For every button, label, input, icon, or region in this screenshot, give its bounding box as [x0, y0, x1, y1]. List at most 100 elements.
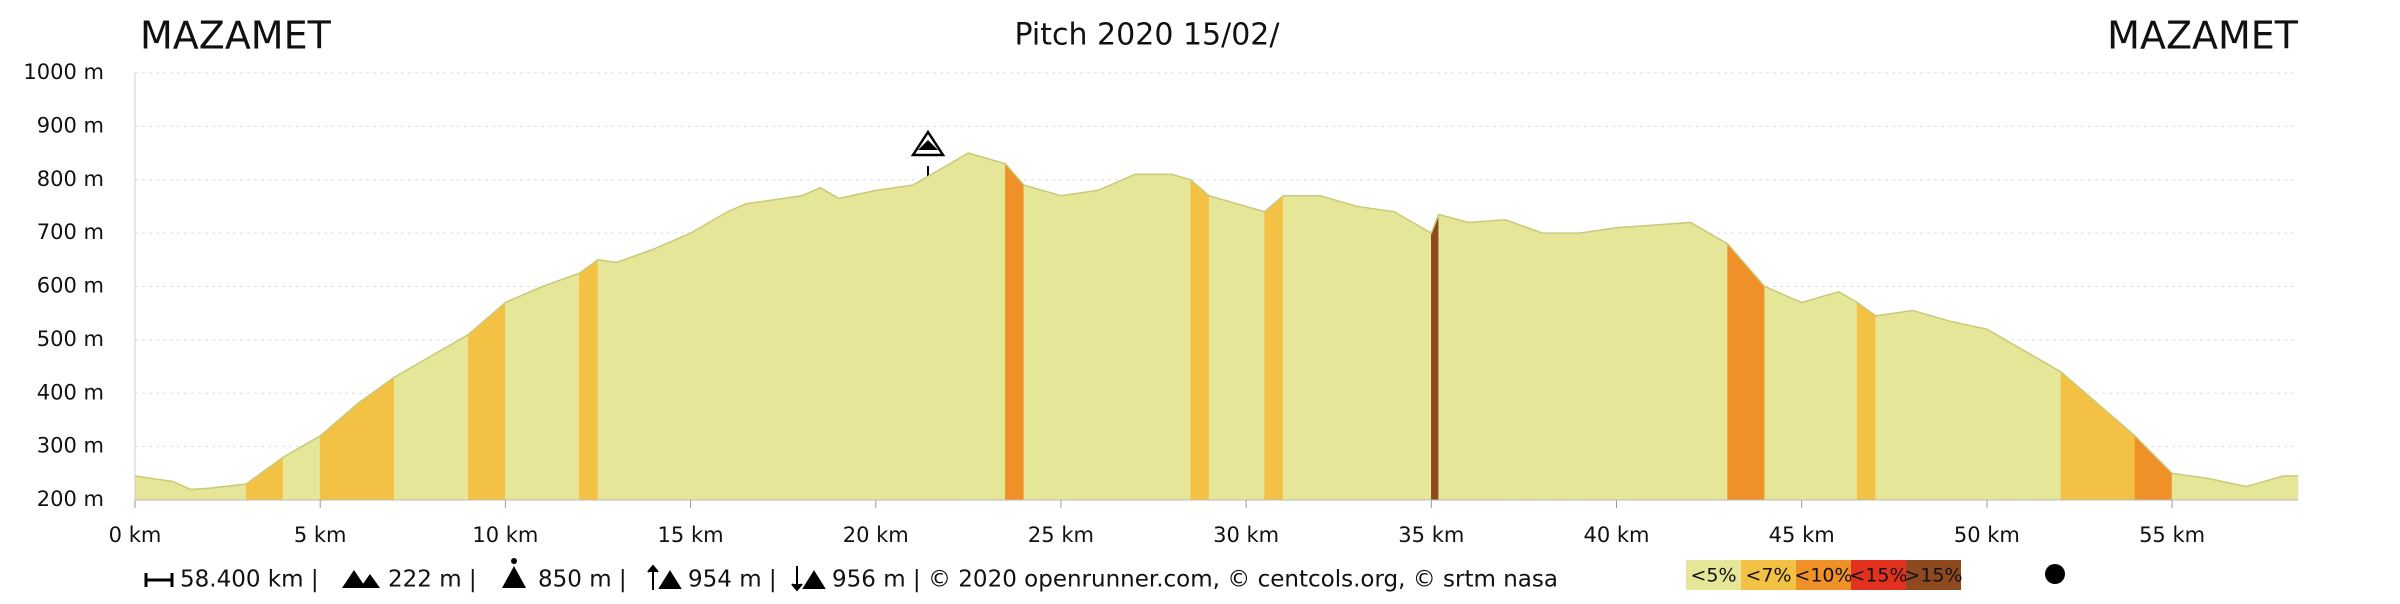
chart-title: Pitch 2020 15/02/: [1014, 18, 1280, 53]
slope-segment: [2208, 478, 2247, 501]
y-tick-label: 600 m: [37, 274, 104, 298]
slope-segment: [356, 376, 395, 501]
slope-segment: [1245, 206, 1265, 501]
slope-segment: [838, 190, 877, 501]
slope-segment: [1856, 301, 1877, 501]
slope-segment: [1505, 219, 1543, 501]
profile-line: [134, 152, 2298, 491]
slope-segment: [468, 301, 506, 501]
summary-distance: 58.400 km |: [180, 567, 319, 593]
y-tick-label: 200 m: [37, 487, 104, 511]
slope-segment: [134, 475, 173, 501]
slope-segment: [1542, 232, 1580, 501]
slope-segment: [1282, 195, 1321, 501]
slope-segment: [764, 195, 802, 501]
legend-label: >15%: [1904, 565, 1962, 587]
slope-segment: [1616, 224, 1654, 501]
x-tick-label: 50 km: [1954, 523, 2020, 547]
y-tick-label: 900 m: [37, 113, 104, 137]
summary-max: 850 m |: [538, 567, 627, 593]
legend-label: <7%: [1745, 565, 1791, 587]
slope-segment: [1653, 222, 1691, 501]
legend-label: <10%: [1794, 565, 1852, 587]
y-tick-label: 700 m: [37, 220, 104, 244]
slope-segment: [2060, 371, 2099, 501]
slope-segment: [801, 187, 821, 501]
slope-segment: [1838, 291, 1858, 501]
x-tick-label: 20 km: [843, 523, 909, 547]
slope-segment: [1264, 195, 1284, 501]
legend-label: <15%: [1849, 565, 1907, 587]
slope-segment: [1060, 190, 1099, 501]
slope-segment: [171, 480, 191, 501]
slope-segment: [1438, 214, 1469, 501]
y-tick-label: 800 m: [37, 167, 104, 191]
slope-segment: [1208, 195, 1247, 501]
y-tick-label: 300 m: [37, 434, 104, 458]
slope-segment: [745, 200, 765, 501]
slope-segment: [1190, 179, 1210, 501]
slope-segment: [542, 272, 580, 501]
y-tick-label: 1000 m: [23, 60, 104, 84]
legend-swatch: [1741, 560, 1796, 590]
slope-segment: [282, 435, 321, 501]
x-tick-label: 25 km: [1028, 523, 1094, 547]
slope-segment: [986, 158, 1006, 501]
marker-dot: [2045, 564, 2065, 584]
x-tick-label: 0 km: [109, 523, 162, 547]
slope-segment: [875, 184, 914, 501]
slope-segment: [1134, 174, 1173, 501]
x-tick-label: 35 km: [1398, 523, 1464, 547]
slope-segment: [1393, 211, 1432, 501]
slope-segment: [968, 152, 988, 501]
slope-segment: [912, 163, 951, 501]
end-label: MAZAMET: [2107, 14, 2299, 58]
slope-segment: [616, 248, 654, 501]
slope-segment: [1727, 242, 1765, 501]
x-tick-label: 15 km: [658, 523, 724, 547]
slope-segment: [431, 334, 469, 501]
slope-segment: [190, 487, 210, 501]
slope-segment: [2023, 350, 2062, 501]
slope-segment: [319, 403, 358, 501]
summary-min: 222 m |: [388, 567, 477, 593]
slope-segment: [1319, 195, 1358, 501]
summary-descent: 956 m | © 2020 openrunner.com, © centcol…: [832, 567, 1558, 593]
y-tick-label: 500 m: [37, 327, 104, 351]
x-tick-label: 55 km: [2139, 523, 2205, 547]
start-label: MAZAMET: [140, 14, 332, 58]
summary-ascent: 954 m |: [688, 567, 777, 593]
slope-segment: [245, 456, 284, 501]
slope-segment: [2097, 403, 2136, 501]
x-tick-label: 40 km: [1583, 523, 1649, 547]
legend-swatch: [1686, 560, 1741, 590]
slope-segment: [1171, 174, 1191, 501]
slope-segment: [727, 203, 747, 501]
slope-segment: [393, 355, 432, 501]
slope-segment: [1690, 221, 1728, 501]
slope-segment: [690, 211, 728, 501]
slope-segment: [1986, 328, 2025, 501]
slope-segment: [1356, 206, 1395, 501]
slope-segment: [1912, 310, 1951, 501]
footer: 58.400 km | 222 m | 850 m | 954 m | 956 …: [144, 558, 2065, 593]
slope-segment: [1949, 320, 1988, 501]
slope-segment: [1764, 286, 1802, 501]
legend-label: <5%: [1690, 565, 1736, 587]
x-tick-label: 5 km: [294, 523, 347, 547]
slope-segment: [1801, 291, 1840, 501]
slope-segment: [579, 259, 599, 501]
slope-segment: [1005, 162, 1025, 501]
slope-segment: [2282, 475, 2299, 501]
slope-segment: [1468, 219, 1506, 501]
slope-segment: [819, 187, 840, 501]
x-tick-label: 10 km: [472, 523, 538, 547]
slope-segment: [1023, 184, 1062, 501]
legend-swatch: [1796, 560, 1851, 590]
slope-segment: [1875, 310, 1914, 501]
slope-segment: [1579, 227, 1617, 501]
legend-swatch: [1906, 560, 1961, 590]
y-tick-label: 400 m: [37, 380, 104, 404]
slope-segment: [1097, 173, 1136, 501]
